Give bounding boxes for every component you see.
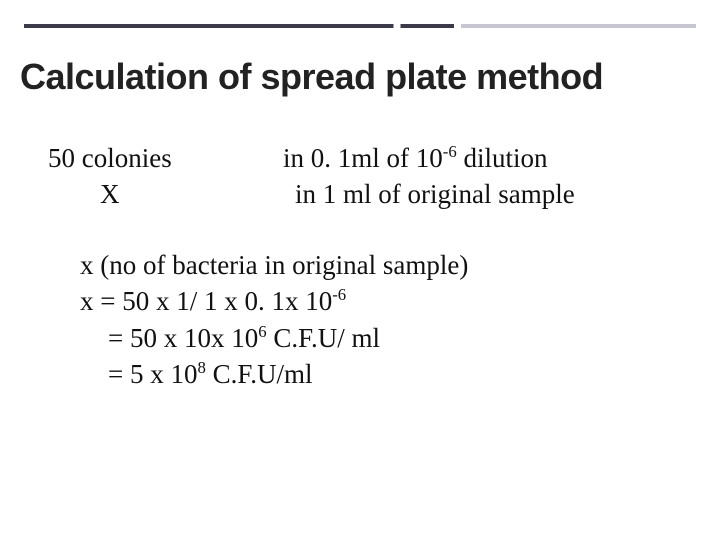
calc-line-1: x (no of bacteria in original sample) [48,247,672,283]
proportion-right-1: in 0. 1ml of 10-6 dilution [283,140,672,176]
proportion-row-2: X in 1 ml of original sample [48,176,672,212]
text: = 50 x 10x 10 [108,323,258,353]
superscript: -6 [332,285,346,304]
slide-body: 50 colonies in 0. 1ml of 10-6 dilution X… [48,140,672,393]
calc-line-4: = 5 x 108 C.F.U/ml [48,356,672,392]
slide-title: Calculation of spread plate method [20,56,603,98]
slide: Calculation of spread plate method 50 co… [0,0,720,540]
text: C.F.U/ ml [267,323,380,353]
superscript: -6 [443,142,457,161]
text: = 5 x 10 [108,359,197,389]
text: x = 50 x 1/ 1 x 0. 1x 10 [80,286,332,316]
top-divider [24,24,696,28]
spacer [48,213,672,247]
calc-line-3: = 50 x 10x 106 C.F.U/ ml [48,320,672,356]
calc-line-2: x = 50 x 1/ 1 x 0. 1x 10-6 [48,283,672,319]
text: C.F.U/ml [206,359,313,389]
text: in 0. 1ml of 10 [283,143,443,173]
proportion-left-2: X [48,176,283,212]
superscript: 8 [197,358,205,377]
proportion-left-1: 50 colonies [48,140,283,176]
proportion-row-1: 50 colonies in 0. 1ml of 10-6 dilution [48,140,672,176]
superscript: 6 [258,322,266,341]
text: dilution [457,143,548,173]
proportion-right-2: in 1 ml of original sample [283,176,672,212]
